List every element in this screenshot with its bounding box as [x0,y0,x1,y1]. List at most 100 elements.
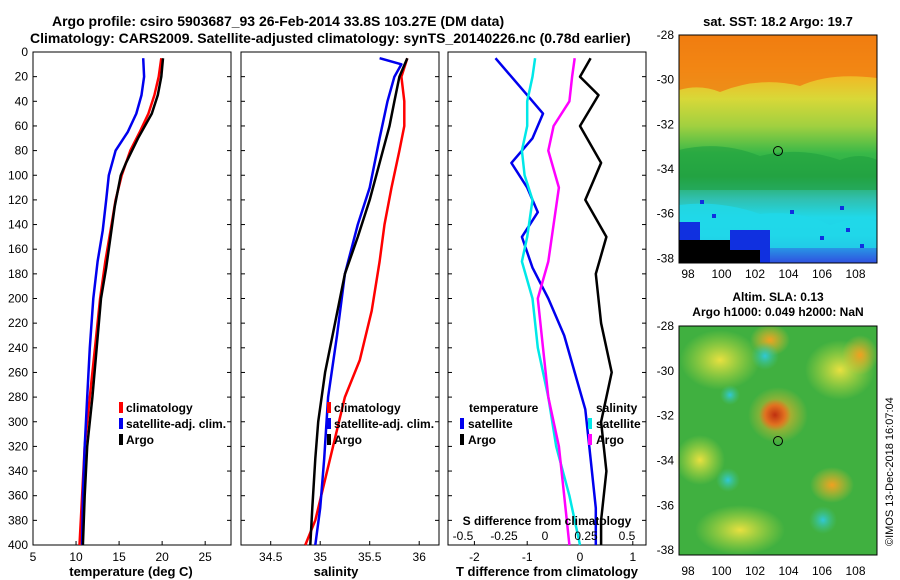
lon-label: 108 [845,564,865,578]
lon-label: 104 [778,564,798,578]
sst-pixel-noise [846,228,850,232]
s-diff-tick-label: -0.5 [453,529,474,543]
legend-swatch-satellite [119,418,123,429]
x-tick-label: 36 [413,550,427,564]
lon-label: 100 [711,267,731,281]
depth-tick-label: 100 [8,168,28,182]
legend-label-climatology: climatology [126,401,193,415]
temperature-panel-frame [32,51,232,546]
lon-label: 98 [681,564,695,578]
s-difference-axis-title: S difference from climatology [463,514,632,528]
sla-blob [810,467,854,503]
lon-label: 106 [812,564,832,578]
temperature-xlabel: temperature (deg C) [69,564,193,579]
lon-label: 98 [681,267,695,281]
difference-x-ticks: -2 -1 0 1 [469,541,636,564]
lat-label: -38 [657,543,675,557]
legend-label-satellite: satellite-adj. clim. [126,417,226,431]
depth-tick-label: 280 [8,390,28,404]
lat-label: -30 [657,73,675,87]
depth-tick-label: 120 [8,193,28,207]
legend-swatch-argo [327,434,331,445]
legend-swatch-s-argo [588,434,592,445]
series-line-satellite-adj-clim- [80,58,146,546]
legend-label-s-argo: Argo [596,433,624,447]
legend-label-t-argo: Argo [468,433,496,447]
x-tick-label: -2 [469,550,480,564]
sst-pixel-noise [712,214,716,218]
depth-tick-label: 240 [8,341,28,355]
x-tick-label: 25 [198,550,212,564]
legend-swatch-t-satellite [460,418,464,429]
sst-argo-location-marker [773,146,783,156]
sst-lon-labels: 98 100 102 104 106 108 [681,267,866,281]
sla-blob [842,335,878,375]
sla-map-frame [678,325,878,556]
depth-tick-label: 40 [15,94,29,108]
title-line-1: Argo profile: csiro 5903687_93 26-Feb-20… [52,13,504,29]
depth-tick-label: 160 [8,242,28,256]
sla-blob [680,330,760,390]
salinity-series [304,56,409,546]
temperature-x-ticks: 5 10 15 20 25 [30,541,212,564]
sst-map-title: sat. SST: 18.2 Argo: 19.7 [703,14,853,29]
legend-swatch-satellite [327,418,331,429]
sst-pixel-noise [790,210,794,214]
salinity-x-ticks: 34.5 35 35.5 36 [259,541,426,564]
depth-tick-label: 380 [8,513,28,527]
lon-label: 106 [812,267,832,281]
sla-blob [675,435,725,485]
legend-swatch-argo [119,434,123,445]
x-tick-label: 1 [629,550,636,564]
sst-pixel-noise [820,236,824,240]
series-line-argo [309,57,409,546]
depth-tick-label: 180 [8,267,28,281]
legend-swatch-climatology [327,402,331,413]
depth-tick-label: 60 [15,119,29,133]
series-line-t-argo [578,57,613,545]
sla-map-title-1: Altim. SLA: 0.13 [732,290,824,304]
sst-blue-patch [679,222,770,263]
sla-map-title-2: Argo h1000: 0.049 h2000: NaN [692,305,863,319]
depth-tick-label: 200 [8,292,28,306]
lat-label: -36 [657,207,675,221]
series-line-climatology [304,57,409,546]
lon-label: 104 [778,267,798,281]
depth-tick-label: 340 [8,464,28,478]
series-line-t-satellite [494,57,598,545]
depth-axis-ticks [33,51,646,546]
difference-series [494,57,613,546]
temperature-legend: climatology satellite-adj. clim. Argo [119,401,226,447]
s-diff-tick-label: 0.5 [619,529,636,543]
depth-tick-label: 360 [8,489,28,503]
depth-tick-label: 20 [15,70,29,84]
depth-tick-label: 140 [8,218,28,232]
sla-argo-location-marker [773,436,783,446]
series-line-argo [81,58,165,546]
sla-blob [695,505,785,555]
lon-label: 108 [845,267,865,281]
imos-credit: ©IMOS 13-Dec-2018 16:07:04 [884,397,896,546]
sla-map [675,324,878,556]
depth-axis-labels: 0 20 40 60 80 100 120 140 160 180 200 220 240 260 280 3… [8,45,28,552]
legend-title-temperature: temperature [469,401,539,415]
depth-tick-label: 0 [21,45,28,59]
x-tick-label: 15 [112,550,126,564]
sst-pixel-noise [700,200,704,204]
s-difference-ticks: -0.5 -0.25 0 0.25 0.5 [453,529,636,543]
x-tick-label: 35 [314,550,328,564]
sst-lat-labels: -28 -30 -32 -34 -36 -38 [657,28,675,265]
lat-label: -28 [657,319,675,333]
lon-label: 102 [745,564,765,578]
s-diff-tick-label: 0.25 [574,529,598,543]
sst-pixel-noise [840,206,844,210]
legend-swatch-climatology [119,402,123,413]
legend-label-t-satellite: satellite [468,417,513,431]
depth-tick-label: 320 [8,439,28,453]
sla-blob [809,506,837,534]
sla-blob [759,399,791,431]
sst-green-patch [679,146,877,190]
series-line-satellite-adj-clim- [314,56,403,546]
legend-swatch-t-argo [460,434,464,445]
